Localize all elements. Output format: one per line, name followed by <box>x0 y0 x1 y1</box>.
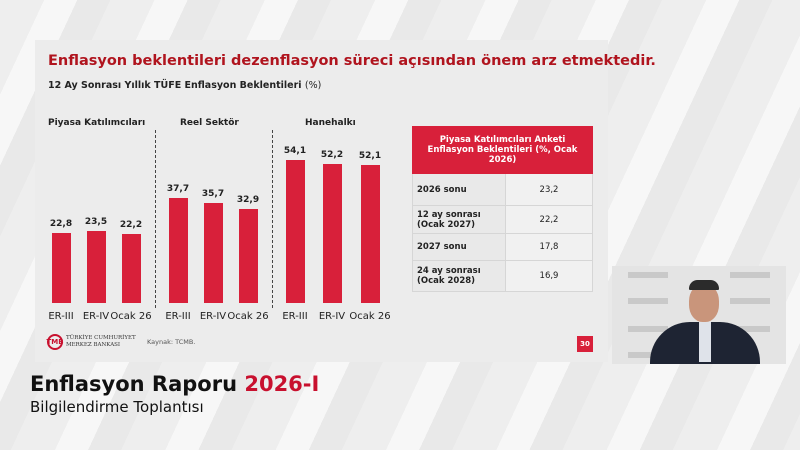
report-title-text: Enflasyon Raporu <box>30 372 238 396</box>
chart-subtitle-text: 12 Ay Sonrası Yıllık TÜFE Enflasyon Bekl… <box>48 80 302 91</box>
speaker-head <box>689 284 719 322</box>
bar <box>238 209 258 303</box>
x-tick-label: ER-IV <box>199 311 227 322</box>
row-value: 23,2 <box>505 173 593 206</box>
logo-text: MERKEZ BANKASI <box>66 342 121 348</box>
bar <box>322 164 342 303</box>
bar <box>203 202 223 303</box>
group-separator <box>155 130 156 308</box>
table-row: 2026 sonu 23,2 <box>412 173 593 206</box>
bar-value-label: 32,9 <box>236 195 260 206</box>
row-label: 2027 sonu <box>412 233 506 261</box>
bar-value-label: 35,7 <box>201 188 225 199</box>
row-value: 22,2 <box>505 205 593 234</box>
bar-value-label: 22,8 <box>49 218 73 229</box>
row-value: 16,9 <box>505 260 593 292</box>
chart-unit: (%) <box>304 80 322 91</box>
bar <box>121 234 141 303</box>
report-edition: 2026-I <box>244 372 320 396</box>
x-tick-label: ER-IV <box>82 311 110 322</box>
bar <box>360 164 380 303</box>
bar-value-label: 54,1 <box>283 145 307 156</box>
source-note: Kaynak: TCMB. <box>147 338 196 346</box>
slide-title: Enflasyon beklentileri dezenflasyon süre… <box>48 53 656 69</box>
x-tick-label: Ocak 26 <box>110 311 152 322</box>
group-title: Reel Sektör <box>180 118 239 128</box>
x-tick-label: ER-III <box>282 311 308 322</box>
bar-value-label: 52,1 <box>358 150 382 161</box>
row-label: 2026 sonu <box>412 173 506 206</box>
row-label: 12 ay sonrası (Ocak 2027) <box>412 205 506 234</box>
x-tick-label: Ocak 26 <box>227 311 269 322</box>
x-tick-label: ER-III <box>165 311 191 322</box>
expectations-table: Piyasa Katılımcıları Anketi Enflasyon Be… <box>412 126 593 292</box>
bar-value-label: 52,2 <box>320 150 344 161</box>
table-row: 12 ay sonrası (Ocak 2027) 22,2 <box>412 205 593 234</box>
logo-text: TÜRKİYE CUMHURİYET <box>66 335 136 341</box>
table-header: Piyasa Katılımcıları Anketi Enflasyon Be… <box>412 126 593 174</box>
bar <box>168 198 188 303</box>
tcmb-emblem-icon: TMB <box>46 334 64 350</box>
table-row: 2027 sonu 17,8 <box>412 233 593 261</box>
row-label: 24 ay sonrası (Ocak 2028) <box>412 260 506 292</box>
bar-value-label: 37,7 <box>166 184 190 195</box>
x-tick-label: Ocak 26 <box>349 311 391 322</box>
x-tick-label: ER-IV <box>318 311 346 322</box>
table-row: 24 ay sonrası (Ocak 2028) 16,9 <box>412 260 593 292</box>
page-number: 30 <box>577 336 593 352</box>
group-title: Hanehalkı <box>305 118 356 128</box>
tcmb-logo: TMB TÜRKİYE CUMHURİYET MERKEZ BANKASI <box>46 334 136 350</box>
group-title: Piyasa Katılımcıları <box>48 118 146 128</box>
group-separator <box>272 130 273 308</box>
bar <box>86 231 106 303</box>
bar <box>51 232 71 303</box>
row-value: 17,8 <box>505 233 593 261</box>
bar-value-label: 22,2 <box>119 220 143 231</box>
report-subtitle: Bilgilendirme Toplantısı <box>30 398 204 416</box>
x-tick-label: ER-III <box>48 311 74 322</box>
bar <box>285 159 305 303</box>
report-title: Enflasyon Raporu 2026-I <box>30 372 319 396</box>
chart-subtitle: 12 Ay Sonrası Yıllık TÜFE Enflasyon Bekl… <box>48 80 321 91</box>
speaker-video <box>612 266 786 364</box>
bar-value-label: 23,5 <box>84 217 108 228</box>
